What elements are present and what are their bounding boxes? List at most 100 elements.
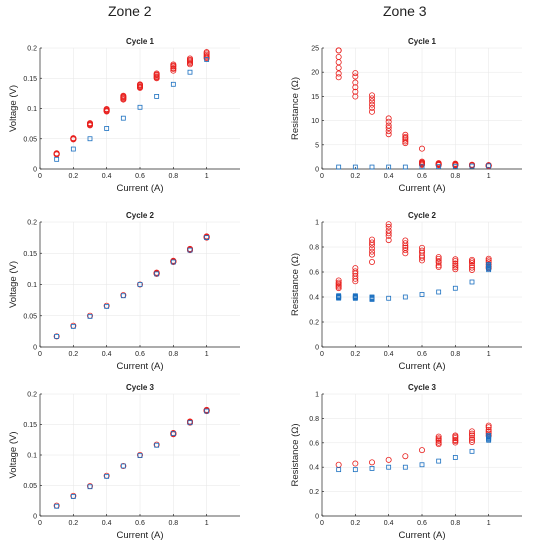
chart-title: Cycle 1: [126, 37, 155, 46]
data-point-circle: [435, 433, 442, 440]
y-tick-label: 0.05: [23, 136, 37, 143]
x-tick-label: 0.4: [102, 173, 112, 180]
y-tick-label: 0.8: [309, 416, 319, 423]
data-point-square: [104, 303, 110, 309]
y-tick-label: 0.15: [23, 76, 37, 83]
chart-panel-4: 0 0.2 0.4 0.6 0.8 1 0 0.2 0.4 0.6 0.8 1 Cycle 2 Curre…: [290, 211, 522, 372]
data-point-square: [386, 464, 392, 470]
data-point-square: [386, 164, 392, 170]
data-point-circle: [335, 70, 342, 77]
x-tick-label: 1: [487, 173, 491, 180]
data-point-circle: [485, 424, 492, 431]
data-point-circle: [385, 456, 392, 463]
data-point-circle: [418, 158, 425, 165]
data-point-circle: [485, 426, 492, 433]
data-point-square: [452, 455, 458, 460]
data-point-circle: [402, 244, 409, 251]
data-point-circle: [468, 430, 475, 437]
data-point-circle: [352, 265, 359, 272]
data-point-square: [137, 104, 143, 110]
data-point-square: [170, 81, 176, 87]
x-tick-label: 0.8: [168, 173, 178, 180]
data-point-circle: [335, 47, 342, 54]
data-point-circle: [368, 104, 375, 111]
y-tick-label: 25: [311, 46, 319, 53]
data-point-circle: [435, 439, 442, 446]
data-point-square: [419, 462, 425, 468]
data-point-square: [386, 295, 392, 301]
data-point-circle: [385, 221, 392, 228]
x-tick-label: 0.6: [135, 351, 145, 358]
chart-title: Cycle 2: [126, 211, 155, 220]
data-point-circle: [70, 135, 77, 142]
data-point-circle: [435, 264, 442, 271]
y-axis-label: Resistance (Ω): [290, 423, 301, 486]
data-point-square: [104, 126, 110, 131]
y-tick-label: 0: [33, 345, 37, 352]
data-point-square: [452, 163, 458, 169]
chart-panel-1: 0 0.2 0.4 0.6 0.8 1 0 0.05 0.1 0.15 0.2 Cycle 1 Curr…: [8, 37, 240, 194]
x-tick-label: 1: [487, 520, 491, 527]
data-point-square: [336, 293, 342, 299]
data-point-circle: [385, 227, 392, 234]
data-point-circle: [468, 266, 475, 273]
y-axis-label: Voltage (V): [8, 432, 19, 479]
data-point-circle: [452, 266, 459, 273]
data-point-circle: [485, 422, 492, 429]
x-tick-label: 0.6: [135, 173, 145, 180]
data-point-circle: [335, 59, 342, 66]
data-point-circle: [435, 262, 442, 269]
data-point-circle: [352, 79, 359, 86]
data-point-square: [104, 473, 110, 479]
data-point-circle: [203, 233, 210, 240]
data-point-circle: [153, 269, 160, 276]
x-axis-label: Current (A): [399, 530, 446, 541]
data-point-circle: [335, 53, 342, 60]
x-tick-label: 1: [205, 173, 209, 180]
x-tick-label: 0.2: [350, 351, 360, 358]
y-tick-label: 0.2: [27, 220, 37, 227]
x-tick-label: 1: [205, 351, 209, 358]
x-tick-label: 0.4: [384, 173, 394, 180]
data-point-square: [336, 467, 342, 473]
data-point-circle: [352, 88, 359, 95]
data-point-circle: [402, 138, 409, 145]
data-point-square: [352, 467, 358, 473]
data-point-circle: [120, 462, 127, 469]
x-tick-label: 0.8: [450, 173, 460, 180]
x-tick-label: 0: [320, 351, 324, 358]
x-tick-label: 1: [205, 520, 209, 527]
data-point-circle: [53, 150, 60, 157]
data-point-square: [486, 163, 492, 169]
y-tick-label: 0.4: [309, 465, 319, 472]
data-point-circle: [468, 256, 475, 263]
data-point-circle: [368, 258, 375, 265]
data-point-square: [369, 164, 375, 170]
data-point-circle: [385, 237, 392, 244]
data-point-circle: [402, 237, 409, 244]
data-point-circle: [385, 230, 392, 237]
y-tick-label: 0.6: [309, 270, 319, 277]
data-point-circle: [170, 65, 177, 72]
data-point-square: [170, 431, 176, 437]
data-point-square: [187, 420, 193, 426]
data-point-square: [154, 271, 160, 277]
data-point-square: [402, 464, 408, 470]
data-point-circle: [468, 264, 475, 271]
data-point-square: [204, 57, 210, 62]
data-point-circle: [170, 61, 177, 68]
data-point-circle: [352, 460, 359, 467]
data-point-circle: [402, 240, 409, 247]
y-tick-label: 0.1: [27, 282, 37, 289]
y-tick-label: 0: [315, 514, 319, 521]
chart-panel-3: 0 0.2 0.4 0.6 0.8 1 0 0.05 0.1 0.15 0.2 Cycle 2 Curr…: [8, 211, 240, 372]
y-tick-label: 0.05: [23, 313, 37, 320]
data-point-square: [352, 164, 358, 170]
data-point-circle: [402, 133, 409, 140]
y-tick-label: 15: [311, 94, 319, 101]
y-tick-label: 0.15: [23, 251, 37, 258]
data-point-circle: [352, 84, 359, 91]
x-tick-label: 0.6: [417, 520, 427, 527]
data-point-circle: [385, 223, 392, 230]
y-tick-label: 0: [315, 167, 319, 174]
